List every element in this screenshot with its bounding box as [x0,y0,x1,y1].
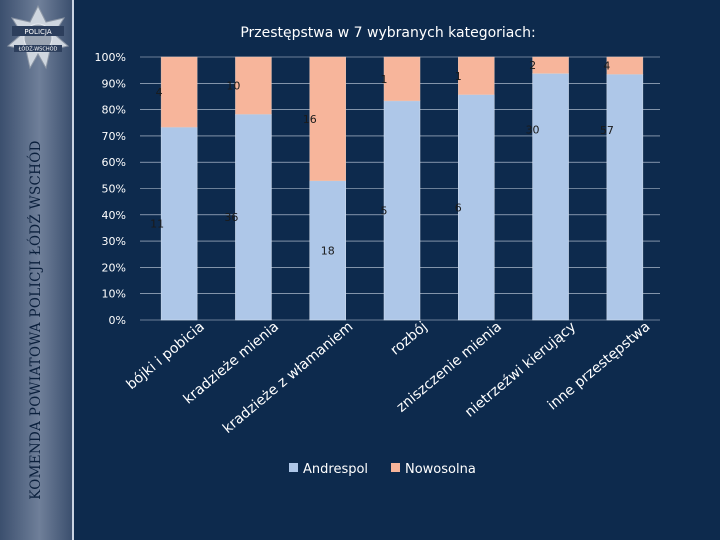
data-label-andrespol: 30 [526,123,540,136]
bar-nowosolna [606,56,644,75]
y-tick-label: 80% [102,104,126,117]
bar-andrespol [309,180,346,321]
bar-nowosolna [383,56,421,102]
data-label-andrespol: 5 [381,204,388,217]
y-tick-label: 0% [109,314,126,327]
police-badge-icon: POLICJA ŁÓDŹ-WSCHÓD [6,4,70,70]
badge-top-band [12,26,64,36]
data-label-andrespol: 18 [321,244,335,257]
data-label-nowosolna: 4 [156,86,163,99]
y-tick-label: 30% [102,235,126,248]
data-label-nowosolna: 10 [226,80,240,93]
badge-bottom-band [14,45,62,52]
bar-nowosolna [458,56,495,95]
y-tick-label: 40% [102,209,126,222]
data-label-andrespol: 36 [224,211,238,224]
badge-top-text: POLICJA [24,28,52,36]
bar-andrespol [383,100,421,321]
legend-label-andrespol: Andrespol [303,462,368,477]
y-tick-label: 20% [102,261,126,274]
y-tick-label: 50% [102,183,126,196]
bar-andrespol [235,113,272,321]
legend-swatch-andrespol [289,463,298,472]
y-tick-label: 70% [102,130,126,143]
data-label-nowosolna: 16 [303,113,317,126]
x-tick-label: rozbój [388,319,431,359]
bar-nowosolna [160,56,198,128]
legend-swatch-nowosolna [391,463,400,472]
data-label-nowosolna: 1 [455,70,462,83]
sidebar [0,0,72,540]
y-tick-label: 100% [95,51,126,64]
y-tick-label: 90% [102,77,126,90]
sidebar-divider [72,0,74,540]
y-tick-label: 10% [102,288,126,301]
bar-andrespol [532,73,569,321]
bar-nowosolna [309,56,346,182]
y-tick-label: 60% [102,156,126,169]
bar-andrespol [606,73,644,321]
data-label-andrespol: 11 [150,218,164,231]
data-label-nowosolna: 4 [603,60,610,73]
badge-bottom-text: ŁÓDŹ-WSCHÓD [18,45,58,53]
x-tick-label: kradzieże z włamaniem [220,319,356,437]
bar-nowosolna [235,56,272,115]
legend-label-nowosolna: Nowosolna [405,462,476,477]
data-label-andrespol: 57 [600,124,614,137]
chart-title: Przestępstwa w 7 wybranych kategoriach: [240,25,535,41]
bar-andrespol [458,94,495,321]
data-label-nowosolna: 1 [381,73,388,86]
data-label-nowosolna: 2 [529,59,536,72]
bar-nowosolna [532,56,569,74]
data-label-andrespol: 6 [455,201,462,214]
bar-andrespol [160,126,198,321]
